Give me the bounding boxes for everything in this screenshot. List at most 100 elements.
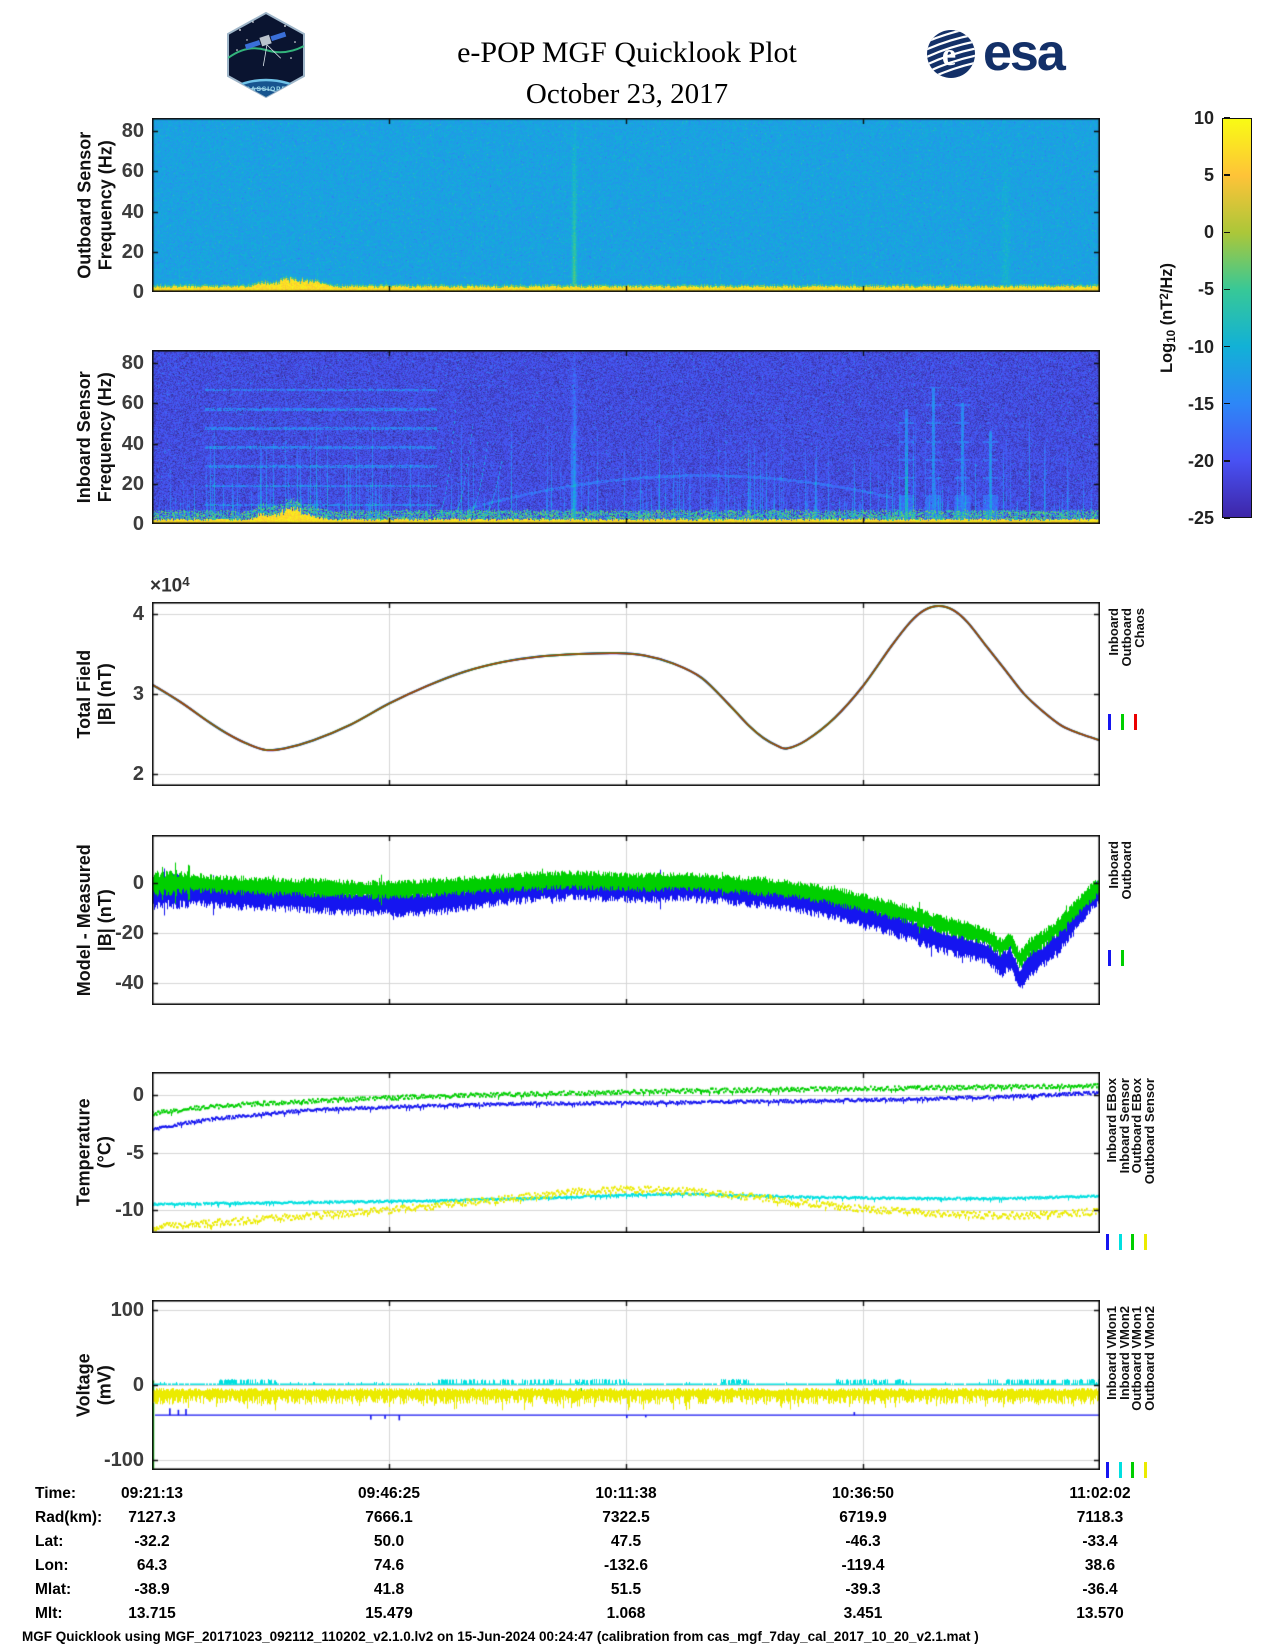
voltage-ytick: 0 — [132, 1374, 144, 1396]
colorbar-gradient — [1222, 118, 1252, 518]
esa-logo: e esa — [920, 26, 1066, 82]
ephemeris-value: 41.8 — [373, 1581, 405, 1598]
ephemeris-value: 13.570 — [1076, 1605, 1124, 1622]
model-minus-measured-legend-marker — [1121, 950, 1124, 966]
colorbar-tick-label: 0 — [1203, 222, 1214, 243]
total-field-canvas — [152, 602, 1100, 786]
outboard-spectrogram-ytick: 40 — [121, 200, 144, 223]
colorbar-tick-label: 10 — [1193, 108, 1214, 128]
colorbar-label: Log10 (nT2/Hz) — [1158, 262, 1178, 374]
total-field-ytick: 4 — [132, 603, 144, 625]
temperature-ytick: -10 — [115, 1199, 144, 1221]
ephemeris-value: 64.3 — [136, 1557, 168, 1574]
ephemeris-value: 7118.3 — [1076, 1509, 1124, 1526]
voltage-legend-marker — [1106, 1462, 1109, 1478]
ephemeris-value: 74.6 — [373, 1557, 405, 1574]
ephemeris-value: 7666.1 — [365, 1509, 413, 1526]
ephemeris-value: -33.4 — [1082, 1533, 1118, 1550]
ephemeris-row-label: Lat: — [35, 1533, 64, 1550]
ephemeris-value: 09:21:13 — [120, 1485, 184, 1502]
ephemeris-value: 47.5 — [610, 1533, 642, 1550]
colorbar-tick-label: 5 — [1203, 165, 1214, 186]
total-field-ytick: 2 — [132, 763, 144, 785]
colorbar-tick-mark — [1224, 288, 1230, 291]
total-field-legend-marker — [1108, 714, 1111, 730]
colorbar-tick-label: -15 — [1187, 393, 1214, 414]
ephemeris-value: 7127.3 — [128, 1509, 176, 1526]
ephemeris-value: 09:46:25 — [357, 1485, 421, 1502]
temperature-legend-marker — [1118, 1234, 1122, 1250]
ephemeris-value: 3.451 — [843, 1605, 883, 1622]
page-title: e-POP MGF Quicklook Plot — [457, 36, 797, 69]
ephemeris-value: -39.3 — [845, 1581, 881, 1598]
ephemeris-value: -36.4 — [1082, 1581, 1118, 1598]
voltage-ytick: -100 — [103, 1449, 144, 1472]
temperature-ytick: -5 — [126, 1141, 144, 1164]
colorbar-tick-label: -20 — [1187, 450, 1214, 471]
temperature-legend-marker — [1143, 1234, 1147, 1250]
model-minus-measured-legend-label: Outboard — [1119, 841, 1134, 900]
voltage-legend-label: Outboard VMon2 — [1141, 1306, 1157, 1411]
footer-note: MGF Quicklook using MGF_20171023_092112_… — [22, 1629, 979, 1644]
ephemeris-value: 6719.9 — [839, 1509, 887, 1526]
inboard-spectrogram-ytick: 60 — [121, 392, 144, 415]
temperature-ytick: 0 — [132, 1084, 144, 1106]
ephemeris-value: 1.068 — [606, 1605, 646, 1622]
patch-satellite — [244, 31, 287, 67]
patch-mission-name: CASSIOPE — [245, 86, 287, 93]
colorbar-tick-label: -10 — [1187, 336, 1214, 357]
voltage-canvas — [152, 1300, 1100, 1470]
ephemeris-value: 51.5 — [610, 1581, 642, 1598]
outboard-spectrogram-canvas — [152, 118, 1100, 292]
colorbar-tick-label: -25 — [1187, 508, 1214, 528]
inboard-spectrogram-ytick: 20 — [121, 472, 144, 495]
ephemeris-value: 11:02:02 — [1069, 1485, 1131, 1502]
ephemeris-row-label: Lon: — [35, 1557, 69, 1574]
temperature-legend-marker — [1131, 1234, 1134, 1250]
temperature-canvas — [152, 1072, 1100, 1233]
voltage-legend-marker — [1143, 1462, 1147, 1478]
colorbar-tick-mark — [1224, 517, 1230, 519]
ephemeris-value: -132.6 — [604, 1557, 648, 1574]
inboard-spectrogram-ytick: 80 — [121, 352, 144, 375]
colorbar-tick-mark — [1224, 402, 1230, 405]
ephemeris-value: 10:36:50 — [831, 1485, 895, 1502]
model-minus-measured-ytick: 0 — [132, 871, 144, 894]
esa-wordmark: esa — [983, 24, 1066, 82]
outboard-spectrogram-ytick: 20 — [121, 240, 144, 263]
inboard-spectrogram-canvas — [152, 350, 1100, 524]
colorbar-tick-mark — [1224, 117, 1230, 119]
ephemeris-row-label: Time: — [35, 1485, 77, 1502]
esa-globe-icon: e — [920, 26, 982, 81]
ephemeris-value: 10:11:38 — [595, 1485, 657, 1502]
total-field-legend-marker — [1134, 714, 1137, 730]
model-minus-measured-ytick: -40 — [115, 971, 144, 994]
outboard-spectrogram-ytick: 0 — [132, 281, 144, 303]
outboard-spectrogram-ytick: 60 — [121, 160, 144, 183]
ephemeris-value: 13.715 — [128, 1605, 176, 1622]
colorbar-tick-mark — [1224, 460, 1230, 462]
ephemeris-row-label: Mlt: — [35, 1605, 63, 1622]
ephemeris-value: 50.0 — [373, 1533, 405, 1550]
total-field-legend-marker — [1121, 714, 1124, 730]
model-minus-measured-legend-marker — [1108, 950, 1111, 966]
model-minus-measured-ytick: -20 — [115, 921, 144, 944]
voltage-ytick: 100 — [110, 1298, 144, 1321]
ephemeris-value: -119.4 — [841, 1557, 885, 1574]
total-field-exponent: ×104 — [150, 574, 190, 597]
svg-text:e: e — [942, 36, 956, 72]
voltage-legend-marker — [1118, 1462, 1122, 1478]
cassiope-mission-patch-icon: CASSIOPE — [227, 12, 305, 98]
ephemeris-row-label: Rad(km): — [35, 1509, 103, 1526]
ephemeris-row-label: Mlat: — [35, 1581, 72, 1598]
ephemeris-value: -46.3 — [845, 1533, 881, 1550]
model-minus-measured-canvas — [152, 835, 1100, 1005]
colorbar-tick-mark — [1224, 231, 1230, 234]
ephemeris-value: 38.6 — [1084, 1557, 1116, 1574]
page-date: October 23, 2017 — [525, 78, 729, 110]
outboard-spectrogram-ytick: 80 — [121, 120, 144, 143]
colorbar-tick-mark — [1224, 345, 1230, 348]
colorbar-tick-label: -5 — [1197, 279, 1214, 300]
ephemeris-value: 7322.5 — [602, 1509, 650, 1526]
